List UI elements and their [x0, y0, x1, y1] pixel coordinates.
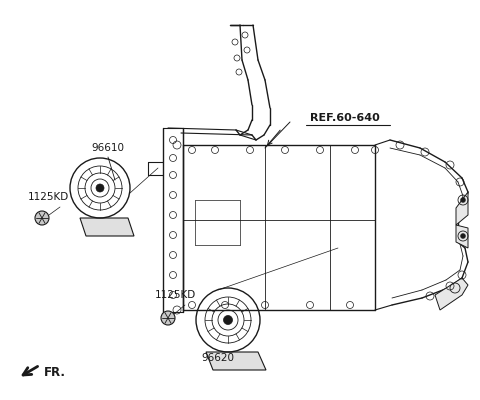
Polygon shape	[80, 218, 134, 236]
Text: REF.60-640: REF.60-640	[310, 113, 380, 123]
Circle shape	[35, 211, 49, 225]
Text: 96620: 96620	[202, 353, 235, 363]
Circle shape	[96, 184, 104, 192]
Circle shape	[224, 316, 232, 324]
Circle shape	[460, 198, 466, 202]
Text: 1125KD: 1125KD	[28, 192, 69, 202]
Polygon shape	[206, 352, 266, 370]
Polygon shape	[456, 192, 468, 225]
Polygon shape	[456, 225, 468, 248]
Text: 96610: 96610	[92, 143, 124, 153]
Circle shape	[161, 311, 175, 325]
Polygon shape	[435, 278, 468, 310]
Circle shape	[460, 234, 466, 238]
Text: 1125KD: 1125KD	[155, 290, 196, 300]
Text: FR.: FR.	[44, 366, 66, 378]
